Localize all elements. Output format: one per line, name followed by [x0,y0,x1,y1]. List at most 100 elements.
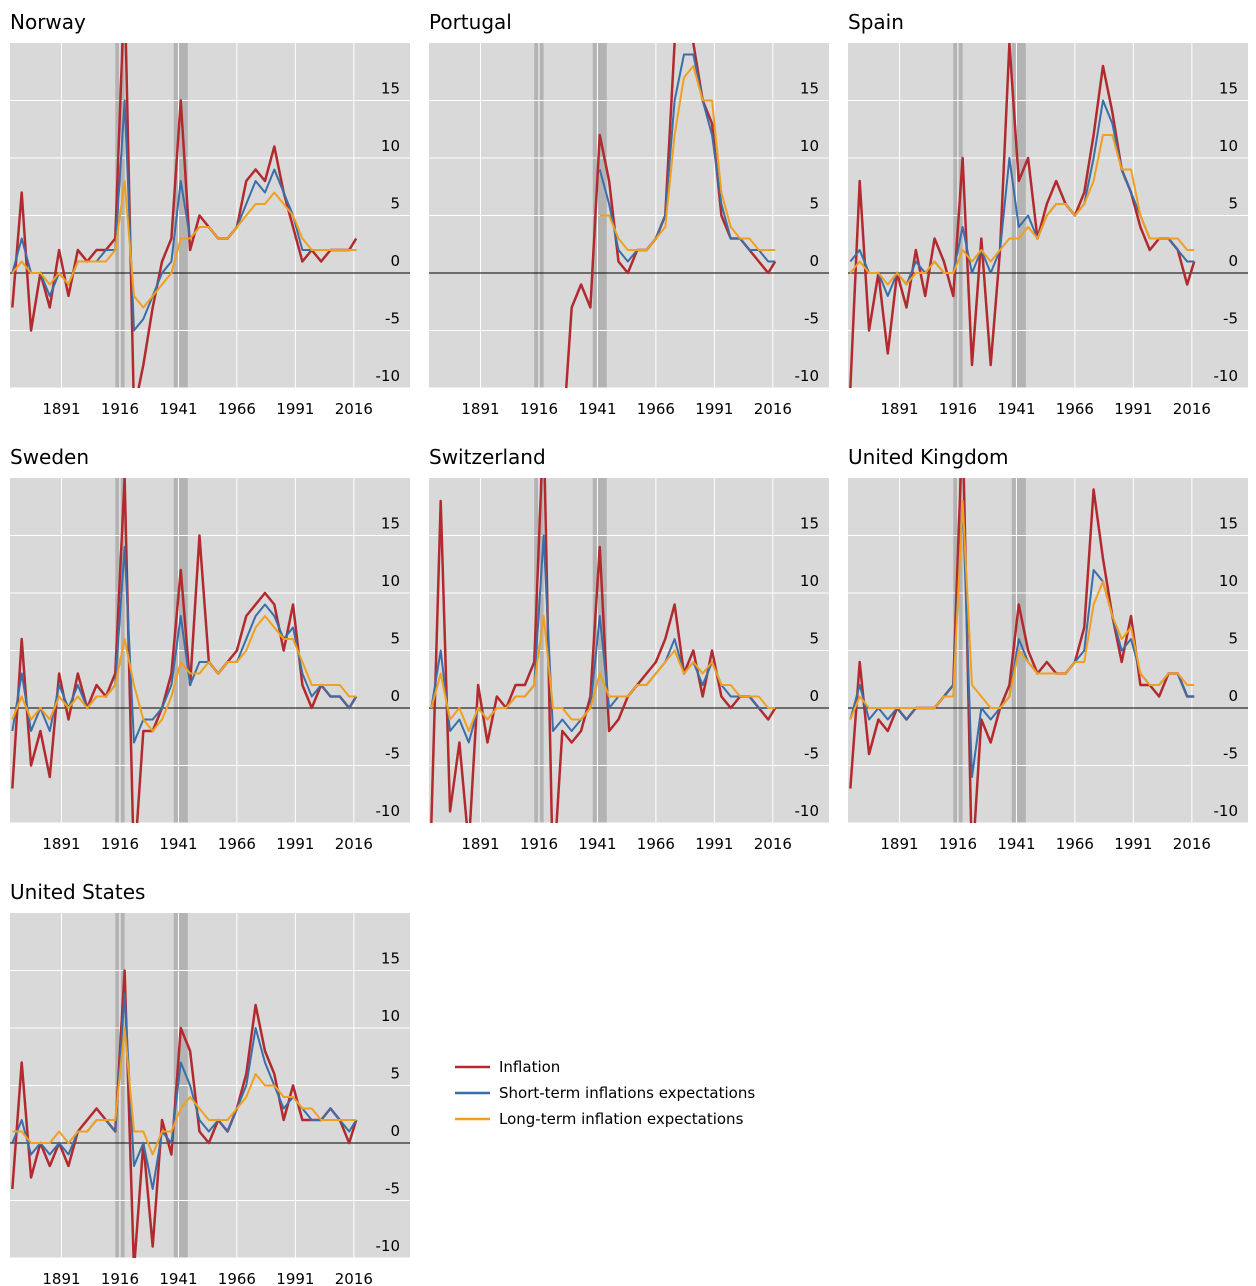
y-tick-label: -10 [1214,367,1239,385]
y-tick-label: 10 [800,137,819,155]
panel-title: United Kingdom [848,445,1009,469]
y-tick-label: 15 [800,515,819,533]
y-tick-label: 5 [1228,195,1238,213]
x-tick-label: 1991 [1114,835,1152,853]
y-tick-label: 5 [390,630,400,648]
x-tick-label: 1891 [42,400,80,418]
y-tick-label: -5 [385,745,400,763]
panel-title: Portugal [429,10,512,34]
x-tick-label: 1991 [1114,400,1152,418]
x-tick-label: 1966 [218,400,256,418]
x-tick-label: 2016 [1173,400,1211,418]
y-tick-label: -10 [1214,802,1239,820]
x-tick-label: 1966 [637,835,675,853]
series-line [11,969,358,1258]
x-tick-label: 1941 [578,400,616,418]
x-tick-label: 2016 [335,400,373,418]
y-tick-label: -10 [376,367,401,385]
y-tick-label: 10 [1219,572,1238,590]
panel-title: Switzerland [429,445,546,469]
y-tick-label: -10 [795,802,820,820]
x-tick-label: 2016 [335,1270,373,1286]
y-tick-label: -5 [385,1180,400,1198]
y-tick-label: 5 [1228,630,1238,648]
panel-title: Norway [10,10,86,34]
x-tick-label: 1891 [42,1270,80,1286]
y-tick-label: 0 [809,687,819,705]
series-line [11,180,357,309]
y-tick-label: 5 [809,630,819,648]
y-tick-label: 10 [800,572,819,590]
series-line [430,615,776,732]
y-tick-label: 15 [381,515,400,533]
panel-title: Sweden [10,445,89,469]
x-tick-label: 2016 [754,835,792,853]
y-tick-label: 15 [381,80,400,98]
x-tick-label: 1966 [637,400,675,418]
x-tick-label: 1941 [159,400,197,418]
series-line [430,478,777,823]
y-tick-label: 0 [390,687,400,705]
y-tick-label: 0 [1228,687,1238,705]
x-tick-label: 1891 [42,835,80,853]
x-tick-label: 1991 [695,835,733,853]
y-tick-label: -5 [385,310,400,328]
series-line [12,1027,357,1156]
y-tick-label: 0 [390,1122,400,1140]
series-line [11,478,358,823]
legend-label: Inflation [499,1058,560,1076]
y-tick-label: 15 [800,80,819,98]
x-tick-label: 2016 [335,835,373,853]
x-tick-label: 2016 [754,400,792,418]
x-tick-label: 1891 [461,835,499,853]
series-line [11,546,358,744]
series-line [11,615,357,732]
y-tick-label: 15 [1219,515,1238,533]
series-line [599,65,776,251]
x-tick-label: 1941 [997,400,1035,418]
legend-label: Short-term inflations expectations [499,1084,755,1102]
series-line [849,43,1196,388]
x-tick-label: 1891 [880,835,918,853]
y-tick-label: -5 [804,745,819,763]
x-tick-label: 1966 [218,1270,256,1286]
x-tick-label: 1991 [695,400,733,418]
x-tick-label: 1941 [159,835,197,853]
x-tick-label: 1916 [939,400,977,418]
y-tick-label: 10 [1219,137,1238,155]
x-tick-label: 1916 [101,835,139,853]
x-tick-label: 1916 [101,400,139,418]
y-tick-label: 0 [809,252,819,270]
x-tick-label: 1966 [1056,835,1094,853]
series-line [849,500,1195,720]
x-tick-label: 1916 [520,400,558,418]
x-tick-label: 1991 [276,835,314,853]
panel-title: United States [10,880,145,904]
series-line [849,134,1195,286]
y-tick-label: 15 [1219,80,1238,98]
x-tick-label: 1991 [276,1270,314,1286]
x-tick-label: 1916 [939,835,977,853]
x-tick-label: 1891 [461,400,499,418]
y-tick-label: -5 [1223,745,1238,763]
x-tick-label: 1966 [218,835,256,853]
x-tick-label: 2016 [1173,835,1211,853]
y-tick-label: 5 [390,195,400,213]
y-tick-label: 5 [390,1065,400,1083]
y-tick-label: 5 [809,195,819,213]
y-tick-label: 10 [381,137,400,155]
x-tick-label: 1941 [578,835,616,853]
x-tick-label: 1991 [276,400,314,418]
y-tick-label: -5 [1223,310,1238,328]
legend-label: Long-term inflation expectations [499,1110,744,1128]
y-tick-label: 0 [1228,252,1238,270]
panel-title: Spain [848,10,904,34]
y-tick-label: 15 [381,950,400,968]
y-tick-label: 10 [381,572,400,590]
x-tick-label: 1941 [159,1270,197,1286]
x-tick-label: 1891 [880,400,918,418]
series-line [598,53,776,263]
y-tick-label: 10 [381,1007,400,1025]
x-tick-label: 1916 [101,1270,139,1286]
